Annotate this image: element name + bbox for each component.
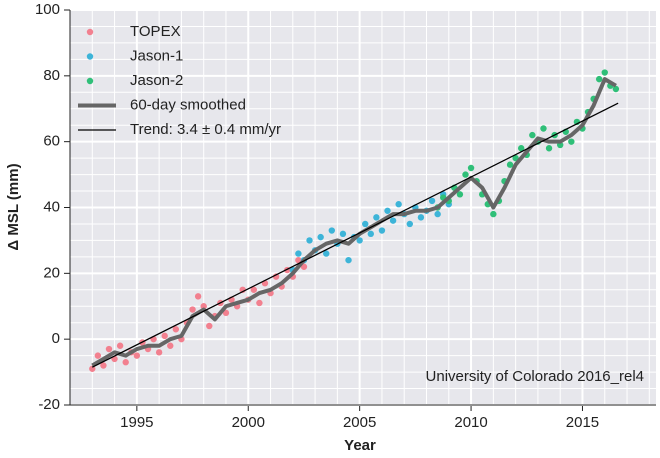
y-tick-label: 20 (43, 264, 60, 281)
x-tick-label: 2015 (566, 414, 599, 431)
point (328, 227, 336, 234)
legend-marker (86, 28, 94, 36)
legend-marker (86, 77, 94, 85)
point (200, 303, 207, 310)
point (373, 214, 380, 221)
point (256, 299, 263, 307)
point (490, 210, 497, 218)
legend-label: Jason-2 (130, 72, 183, 89)
point (323, 250, 330, 257)
x-tick-label: 2000 (232, 414, 265, 431)
point (155, 349, 163, 356)
point (434, 210, 441, 218)
point (362, 220, 369, 228)
y-tick-label: 80 (43, 67, 60, 84)
x-tick-label: 1995 (120, 414, 153, 431)
legend-label: Trend: 3.4 ± 0.4 mm/yr (130, 121, 281, 138)
point (517, 145, 525, 152)
point (529, 131, 536, 139)
annotation: University of Colorado 2016_rel4 (426, 368, 644, 385)
y-tick-label: 100 (35, 1, 60, 18)
point (194, 293, 202, 300)
y-axis-label: Δ MSL (mm) (5, 163, 22, 250)
legend-label: TOPEX (130, 23, 181, 40)
legend-label: Jason-1 (130, 47, 183, 64)
point (545, 145, 553, 152)
point (384, 207, 391, 214)
y-tick-label: 0 (52, 330, 60, 347)
point (105, 345, 113, 353)
point (356, 237, 363, 244)
point (467, 164, 475, 172)
point (428, 197, 436, 205)
point (167, 342, 174, 349)
point (250, 286, 258, 293)
point (595, 75, 603, 83)
point (317, 233, 324, 241)
point (601, 69, 608, 76)
point (339, 230, 347, 238)
point (506, 161, 514, 168)
point (189, 306, 196, 313)
point (367, 230, 374, 238)
x-axis-label: Year (344, 437, 376, 454)
point (306, 237, 313, 244)
point (612, 85, 620, 93)
point (345, 256, 352, 264)
y-tick-label: 60 (43, 133, 60, 150)
point (417, 214, 425, 221)
point (122, 359, 129, 366)
point (133, 352, 141, 359)
point (161, 332, 168, 340)
point (172, 326, 180, 333)
y-tick-label: -20 (38, 396, 60, 413)
point (568, 138, 575, 145)
point (456, 191, 464, 198)
point (406, 220, 413, 228)
point (378, 227, 386, 234)
y-tick-label: 40 (43, 198, 60, 215)
point (389, 217, 397, 224)
x-tick-label: 2010 (454, 414, 487, 431)
point (540, 125, 547, 132)
point (462, 171, 469, 178)
legend-marker (86, 53, 94, 60)
point (295, 250, 302, 257)
point (94, 352, 102, 359)
point (116, 342, 124, 349)
x-tick-label: 2005 (343, 414, 376, 431)
line (91, 102, 619, 368)
legend-label: 60-day smoothed (130, 96, 246, 113)
point (89, 365, 96, 372)
point (100, 362, 107, 369)
line (91, 77, 617, 368)
point (206, 322, 213, 330)
point (395, 201, 402, 208)
